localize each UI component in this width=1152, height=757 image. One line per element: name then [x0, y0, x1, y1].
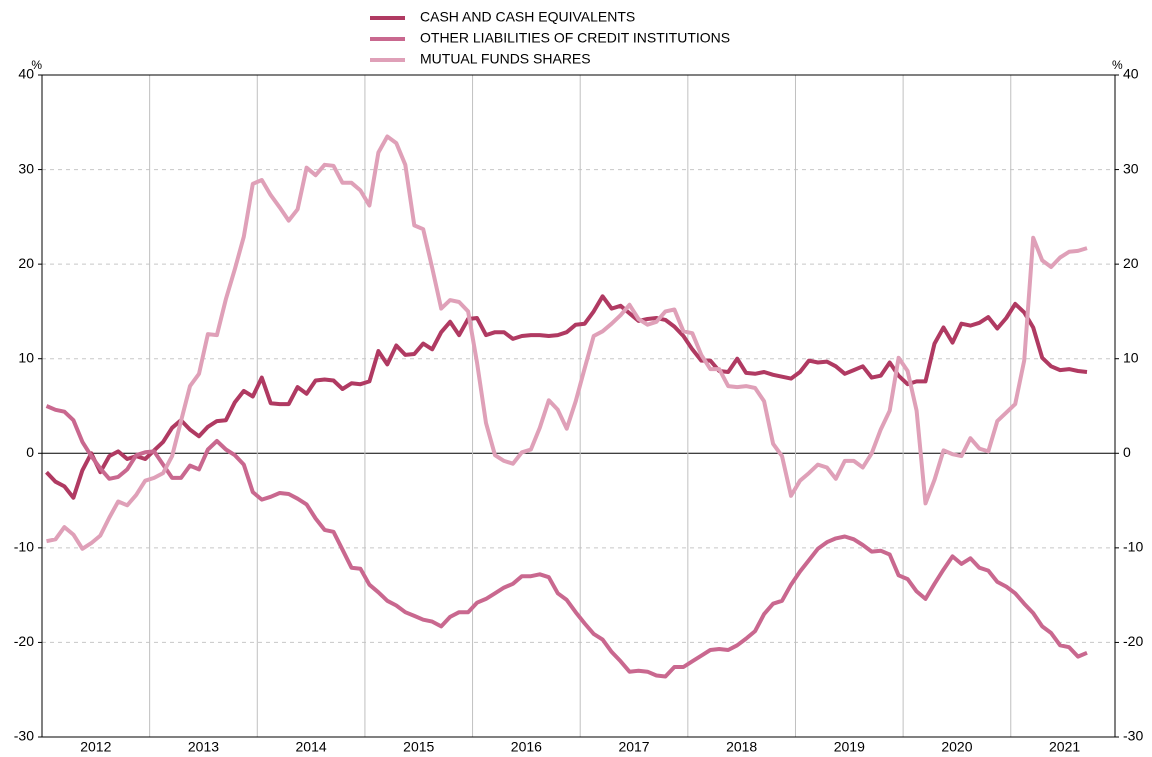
x-tick-label: 2019 — [834, 739, 865, 755]
x-tick-label: 2017 — [618, 739, 649, 755]
y-tick-label: 30 — [18, 160, 34, 176]
y-tick-label: -20 — [14, 633, 34, 649]
x-tick-label: 2018 — [726, 739, 757, 755]
y2-unit: % — [1112, 58, 1123, 72]
y-tick-label: 0 — [26, 444, 34, 460]
x-tick-label: 2021 — [1049, 739, 1080, 755]
y2-tick-label: 0 — [1123, 444, 1131, 460]
y2-tick-label: -10 — [1123, 539, 1143, 555]
series-line — [45, 294, 1088, 500]
y-tick-label: -30 — [14, 728, 34, 744]
series-line — [46, 134, 1088, 551]
y-tick-label: 40 — [18, 66, 34, 82]
x-tick-label: 2020 — [941, 739, 972, 755]
y2-tick-label: -30 — [1123, 728, 1143, 744]
x-tick-label: 2012 — [80, 739, 111, 755]
y-tick-label: -10 — [14, 539, 34, 555]
legend-label: OTHER LIABILITIES OF CREDIT INSTITUTIONS — [420, 30, 730, 46]
x-tick-label: 2015 — [403, 739, 434, 755]
y-unit: % — [31, 58, 42, 72]
y-tick-label: 10 — [18, 349, 34, 365]
legend-label: MUTUAL FUNDS SHARES — [420, 51, 591, 67]
x-tick-label: 2014 — [296, 739, 327, 755]
legend-label: CASH AND CASH EQUIVALENTS — [420, 9, 635, 25]
series-line — [45, 404, 1088, 679]
y2-tick-label: -20 — [1123, 633, 1143, 649]
y2-tick-label: 40 — [1123, 66, 1139, 82]
y-tick-label: 20 — [18, 255, 34, 271]
y2-tick-label: 10 — [1123, 349, 1139, 365]
plot-frame — [41, 74, 1116, 738]
y2-tick-label: 30 — [1123, 160, 1139, 176]
x-tick-label: 2013 — [188, 739, 219, 755]
x-tick-label: 2016 — [511, 739, 542, 755]
y2-tick-label: 20 — [1123, 255, 1139, 271]
